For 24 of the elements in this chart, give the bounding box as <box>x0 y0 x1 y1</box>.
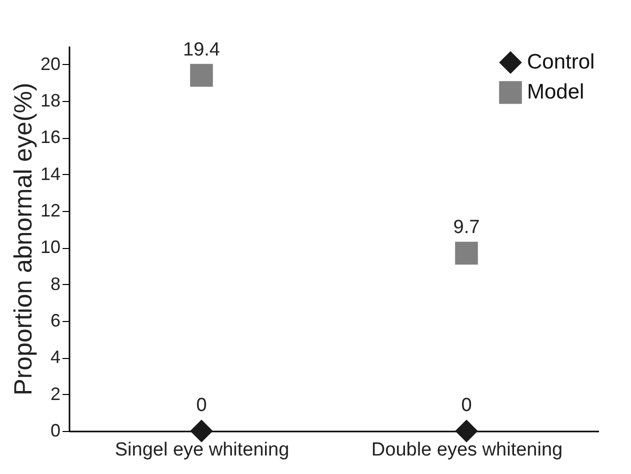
point <box>455 420 478 442</box>
y-tick-label: 16 <box>40 127 60 148</box>
point <box>455 242 478 265</box>
legend-label: Control <box>527 50 595 74</box>
y-tick-label: 6 <box>50 310 60 330</box>
y-tick-label: 2 <box>50 384 60 404</box>
point <box>190 420 213 442</box>
y-tick-label: 20 <box>40 54 60 74</box>
y-tick-label: 8 <box>50 274 60 294</box>
y-tick-label: 10 <box>40 237 60 258</box>
x-tick-label: Double eyes whitening <box>371 440 563 460</box>
y-axis-title: Proportion abnormal eye(%) <box>9 82 38 396</box>
data-label: 19.4 <box>183 39 220 60</box>
y-tick-label: 4 <box>50 347 60 368</box>
x-tick-label: Singel eye whitening <box>114 440 290 460</box>
data-label: 0 <box>196 395 207 416</box>
y-tick-label: 14 <box>40 164 60 184</box>
data-label: 0 <box>461 395 472 416</box>
y-tick-label: 0 <box>50 420 60 440</box>
y-tick-label: 12 <box>40 200 60 220</box>
y-tick-label: 18 <box>40 90 60 110</box>
point <box>190 64 213 87</box>
data-label: 9.7 <box>453 217 480 238</box>
legend-label: Model <box>527 80 584 104</box>
